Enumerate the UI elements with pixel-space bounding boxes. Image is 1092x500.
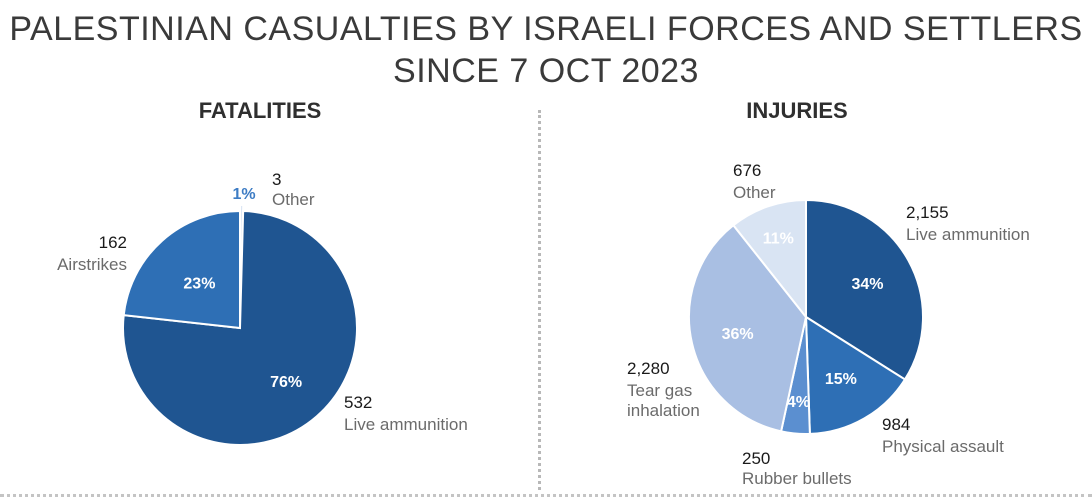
fatalities-percent-airstrikes: 23% <box>183 276 215 293</box>
injuries-subtitle: INJURIES <box>746 98 848 123</box>
injuries-value-other: 676 <box>733 161 761 180</box>
fatalities-value-other: 3 <box>272 170 281 189</box>
fatalities-value-live-ammunition: 532 <box>344 393 372 412</box>
fatalities-percent-other: 1% <box>232 186 255 203</box>
injuries-label-rubber-bullets: Rubber bullets <box>742 469 852 488</box>
fatalities-percent-live-ammunition: 76% <box>270 374 302 391</box>
injuries-value-rubber-bullets: 250 <box>742 449 770 468</box>
injuries-label-live-ammunition: Live ammunition <box>906 225 1030 244</box>
injuries-slice-other <box>731 198 807 320</box>
injuries-percent-tear-gas-inhalation: 36% <box>722 326 754 343</box>
fatalities-value-airstrikes: 162 <box>99 233 127 252</box>
chart-title-line-2: SINCE 7 OCT 2023 <box>393 52 699 90</box>
injuries-slice-tear-gas-inhalation <box>688 223 808 433</box>
fatalities-label-other: Other <box>272 190 315 209</box>
fatalities-label-airstrikes: Airstrikes <box>57 255 127 274</box>
injuries-percent-rubber-bullets: 4% <box>787 394 810 411</box>
chart-title-line-1: PALESTINIAN CASUALTIES BY ISRAELI FORCES… <box>9 10 1083 48</box>
chart-title: PALESTINIAN CASUALTIES BY ISRAELI FORCES… <box>0 8 1092 92</box>
injuries-value-physical-assault: 984 <box>882 415 910 434</box>
injuries-slice-physical-assault <box>804 315 907 435</box>
injuries-percent-physical-assault: 15% <box>825 371 857 388</box>
injuries-label-tear-gas-inhalation: Tear gas inhalation <box>627 381 700 420</box>
fatalities-label-live-ammunition: Live ammunition <box>344 415 468 434</box>
injuries-value-live-ammunition: 2,155 <box>906 203 949 222</box>
injuries-label-physical-assault: Physical assault <box>882 437 1004 456</box>
fatalities-slice-airstrikes <box>122 209 241 330</box>
vertical-divider <box>538 110 541 490</box>
injuries-percent-other: 11% <box>763 230 794 247</box>
injuries-pie <box>688 198 924 435</box>
injuries-label-other: Other <box>733 183 776 202</box>
bottom-divider <box>0 494 1092 497</box>
fatalities-subtitle: FATALITIES <box>198 98 322 123</box>
injuries-percent-live-ammunition: 34% <box>851 276 883 293</box>
fatalities-pie <box>122 204 358 446</box>
injuries-value-tear-gas-inhalation: 2,280 <box>627 359 670 378</box>
